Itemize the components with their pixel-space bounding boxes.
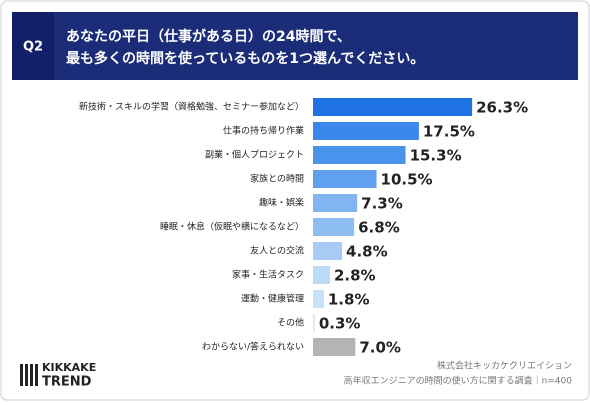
bar (313, 122, 419, 140)
source-text: 株式会社キッカケクリエイション (437, 360, 572, 372)
chart-title: 最も多くの時間を使っているものを1つ選んでください。 (66, 50, 424, 67)
category-label: 友人との交流 (250, 245, 304, 257)
header-band (12, 12, 578, 80)
category-label: 副業・個人プロジェクト (205, 149, 304, 161)
category-label: 睡眠・休息（仮眠や横になるなど） (160, 221, 304, 233)
logo-icon (20, 364, 38, 386)
bar (313, 290, 324, 308)
category-label: その他 (277, 317, 304, 329)
value-label: 17.5% (423, 123, 475, 141)
logo-text: TREND (42, 375, 92, 390)
question-label: Q2 (23, 40, 43, 55)
source-text: 高年収エンジニアの時間の使い方に関する調査｜n=400 (344, 375, 573, 387)
value-label: 6.8% (358, 219, 400, 237)
value-label: 7.3% (361, 195, 403, 213)
bar (313, 170, 377, 188)
category-label: 仕事の持ち帰り作業 (223, 125, 304, 137)
question-box (12, 12, 54, 80)
bar (313, 146, 406, 164)
value-label: 26.3% (476, 99, 528, 117)
value-label: 4.8% (346, 243, 388, 261)
value-label: 1.8% (328, 291, 370, 309)
bar (313, 266, 330, 284)
bar (313, 218, 355, 236)
category-label: 趣味・娯楽 (259, 197, 304, 209)
logo-text: KIKKAKE (42, 361, 96, 374)
category-label: 新技術・スキルの学習（資格勉強、セミナー参加など） (79, 101, 304, 113)
category-label: 家族との時間 (250, 173, 304, 185)
bar (313, 242, 343, 260)
category-label: わからない/答えられない (202, 341, 304, 353)
value-label: 10.5% (381, 171, 433, 189)
value-label: 15.3% (410, 147, 462, 165)
bar (313, 194, 358, 212)
category-label: 運動・健康管理 (241, 293, 304, 305)
category-label: 家事・生活タスク (232, 269, 304, 281)
value-label: 2.8% (334, 267, 376, 285)
bar (313, 338, 356, 356)
bar (313, 314, 315, 332)
bar (313, 98, 473, 116)
value-label: 0.3% (319, 315, 361, 333)
chart-title: あなたの平日（仕事がある日）の24時間で、 (66, 28, 351, 45)
value-label: 7.0% (359, 339, 401, 357)
